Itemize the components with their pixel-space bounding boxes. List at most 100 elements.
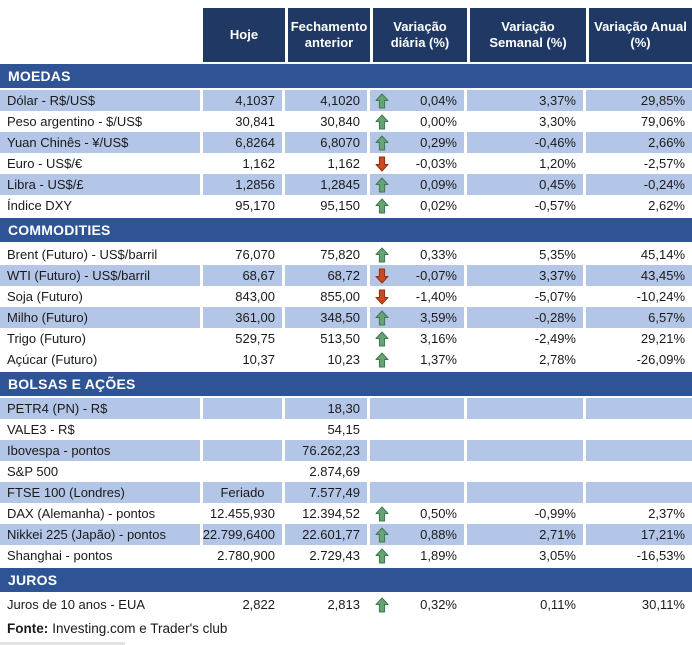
row-label: FTSE 100 (Londres) <box>0 482 203 503</box>
variacao-semanal-cell: 3,37% <box>467 265 586 286</box>
table-row: Ibovespa - pontos 76.262,23 <box>0 440 692 461</box>
hoje-cell: 2,822 <box>203 594 285 615</box>
arrow-up-icon <box>375 198 389 214</box>
row-label: Índice DXY <box>0 195 203 216</box>
row-label: Milho (Futuro) <box>0 307 203 328</box>
variacao-diaria-cell: 1,89% <box>370 545 467 566</box>
row-label: DAX (Alemanha) - pontos <box>0 503 203 524</box>
arrow-up-icon <box>375 506 389 522</box>
row-label: S&P 500 <box>0 461 203 482</box>
variacao-semanal-cell: 2,71% <box>467 524 586 545</box>
variacao-anual-cell <box>586 461 692 482</box>
table-row: FTSE 100 (Londres) Feriado 7.577,49 <box>0 482 692 503</box>
variacao-diaria-cell: 3,59% <box>370 307 467 328</box>
variacao-diaria-cell <box>370 482 467 503</box>
arrow-up-icon <box>375 548 389 564</box>
fechamento-cell: 513,50 <box>285 328 370 349</box>
variacao-anual-cell: 17,21% <box>586 524 692 545</box>
table-row: Trigo (Futuro) 529,75 513,50 3,16% -2,49% 29,… <box>0 328 692 349</box>
variacao-diaria-cell <box>370 440 467 461</box>
hoje-cell <box>203 419 285 440</box>
column-header-variacao-diaria: Variação diária (%) <box>370 8 467 62</box>
fechamento-cell: 1,2845 <box>285 174 370 195</box>
table-row: Yuan Chinês - ¥/US$ 6,8264 6,8070 0,29% -0,4… <box>0 132 692 153</box>
hoje-cell: 529,75 <box>203 328 285 349</box>
variacao-diaria-value: -0,07% <box>415 268 457 283</box>
variacao-anual-cell: 30,11% <box>641 597 685 612</box>
table-row: Brent (Futuro) - US$/barril 76,070 75,820 0… <box>0 244 692 265</box>
fechamento-cell: 95,150 <box>285 195 370 216</box>
variacao-diaria-value: 0,02% <box>420 198 457 213</box>
table-row: Índice DXY 95,170 95,150 0,02% -0,57% 2,62% <box>0 195 692 216</box>
arrow-up-icon <box>375 247 389 263</box>
variacao-diaria-value: -1,40% <box>415 289 457 304</box>
arrow-down-icon <box>375 289 389 305</box>
arrow-up-icon <box>375 527 389 543</box>
variacao-diaria-cell: 0,29% <box>370 132 467 153</box>
variacao-diaria-value: 0,50% <box>420 506 457 521</box>
variacao-diaria-value: 0,88% <box>420 527 457 542</box>
variacao-diaria-cell: 0,32% <box>370 594 467 615</box>
fechamento-cell: 2.729,43 <box>285 545 370 566</box>
hoje-cell: 361,00 <box>203 307 285 328</box>
variacao-semanal-cell <box>467 419 586 440</box>
variacao-anual-cell: 2,62% <box>648 198 685 213</box>
table-row: Dólar - R$/US$ 4,1037 4,1020 0,04% 3,37% 29,8… <box>0 90 692 111</box>
hoje-cell: 30,841 <box>203 111 285 132</box>
variacao-semanal-cell: 2,78% <box>467 349 586 370</box>
row-label: VALE3 - R$ <box>0 419 203 440</box>
table-row: VALE3 - R$ 54,15 <box>0 419 692 440</box>
variacao-anual-cell: 2,37% <box>648 506 685 521</box>
row-label: Juros de 10 anos - EUA <box>0 594 203 615</box>
variacao-anual-cell: 43,45% <box>586 265 692 286</box>
row-label: Trigo (Futuro) <box>0 328 203 349</box>
hoje-cell: 2.780,900 <box>203 545 285 566</box>
source-text: Investing.com e Trader's club <box>52 620 228 636</box>
fechamento-cell: 54,15 <box>285 419 370 440</box>
section-header: BOLSAS E AÇÕES <box>0 372 692 396</box>
hoje-cell: 95,170 <box>203 195 285 216</box>
fechamento-cell: 30,840 <box>285 111 370 132</box>
variacao-diaria-cell <box>370 461 467 482</box>
fechamento-cell: 75,820 <box>285 244 370 265</box>
variacao-diaria-cell: 0,00% <box>370 111 467 132</box>
variacao-anual-cell: -10,24% <box>636 289 685 304</box>
hoje-cell: 68,67 <box>203 265 285 286</box>
row-label: Ibovespa - pontos <box>0 440 203 461</box>
column-header-row: Hoje Fechamento anterior Variação diária… <box>0 8 692 62</box>
variacao-anual-cell: -26,09% <box>636 352 685 367</box>
table-row: Shanghai - pontos 2.780,900 2.729,43 1,89% 3… <box>0 545 692 566</box>
hoje-cell: 22.799,6400 <box>203 524 285 545</box>
variacao-semanal-cell: 3,30% <box>467 111 586 132</box>
variacao-diaria-cell: -1,40% <box>370 286 467 307</box>
variacao-diaria-cell: 0,09% <box>370 174 467 195</box>
variacao-semanal-cell: 0,11% <box>467 594 586 615</box>
variacao-diaria-value: 1,37% <box>420 352 457 367</box>
variacao-diaria-cell: 0,88% <box>370 524 467 545</box>
variacao-semanal-cell <box>467 398 586 419</box>
hoje-cell: 1,2856 <box>203 174 285 195</box>
row-label: PETR4 (PN) - R$ <box>0 398 203 419</box>
variacao-diaria-cell <box>370 398 467 419</box>
hoje-cell <box>203 461 285 482</box>
table-body: MOEDAS Dólar - R$/US$ 4,1037 4,1020 0,04% 3,3… <box>0 64 692 615</box>
variacao-diaria-cell: -0,03% <box>370 153 467 174</box>
source-note: Fonte: Investing.com e Trader's club <box>0 618 692 638</box>
arrow-up-icon <box>375 310 389 326</box>
variacao-diaria-cell: 1,37% <box>370 349 467 370</box>
variacao-diaria-cell: 0,04% <box>370 90 467 111</box>
variacao-semanal-cell <box>467 482 586 503</box>
hoje-cell: 843,00 <box>203 286 285 307</box>
hoje-cell: 4,1037 <box>203 90 285 111</box>
variacao-diaria-value: 0,33% <box>420 247 457 262</box>
table-row: Açúcar (Futuro) 10,37 10,23 1,37% 2,78% -26,0… <box>0 349 692 370</box>
row-label: Açúcar (Futuro) <box>0 349 203 370</box>
column-header-hoje: Hoje <box>203 8 285 62</box>
variacao-semanal-cell: -0,99% <box>467 503 586 524</box>
variacao-diaria-value: -0,03% <box>415 156 457 171</box>
arrow-up-icon <box>375 93 389 109</box>
hoje-cell <box>203 440 285 461</box>
column-header-fechamento: Fechamento anterior <box>285 8 370 62</box>
variacao-diaria-value: 0,09% <box>420 177 457 192</box>
variacao-anual-cell: 2,66% <box>586 132 692 153</box>
